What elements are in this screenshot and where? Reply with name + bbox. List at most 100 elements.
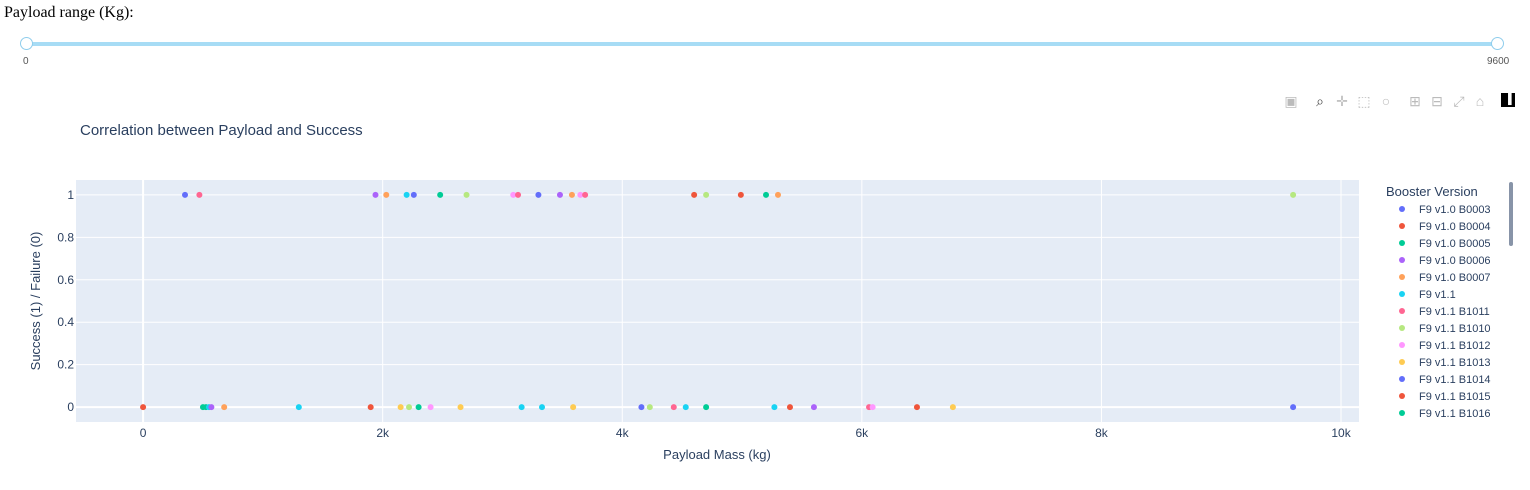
data-point[interactable] bbox=[196, 191, 203, 198]
y-tick-labels: 0 0.2 0.4 0.6 0.8 1 bbox=[57, 188, 74, 414]
data-point[interactable] bbox=[1290, 191, 1297, 198]
data-point[interactable] bbox=[568, 191, 575, 198]
data-point[interactable] bbox=[703, 404, 710, 411]
data-point[interactable] bbox=[457, 404, 464, 411]
legend-marker bbox=[1399, 257, 1405, 263]
legend-item[interactable]: F9 v1.1 bbox=[1399, 289, 1456, 301]
data-point[interactable] bbox=[463, 191, 470, 198]
data-point[interactable] bbox=[638, 404, 645, 411]
data-point[interactable] bbox=[208, 404, 215, 411]
data-point[interactable] bbox=[774, 191, 781, 198]
legend-title: Booster Version bbox=[1386, 184, 1478, 199]
data-point[interactable] bbox=[397, 404, 404, 411]
legend-item[interactable]: F9 v1.1 B1015 bbox=[1399, 391, 1491, 403]
legend-marker bbox=[1399, 308, 1405, 314]
x-tick-labels: 0 2k 4k 6k 8k 10k bbox=[140, 426, 1352, 440]
slider-rail[interactable] bbox=[26, 42, 1498, 46]
data-point[interactable] bbox=[810, 404, 817, 411]
legend-item[interactable]: F9 v1.1 B1011 bbox=[1399, 306, 1490, 318]
legend-item[interactable]: F9 v1.0 B0003 bbox=[1399, 204, 1491, 216]
autoscale-icon[interactable]: ⤢ bbox=[1453, 93, 1465, 109]
data-point[interactable] bbox=[763, 191, 770, 198]
slider-min-handle[interactable] bbox=[20, 37, 33, 50]
legend-item[interactable]: F9 v1.0 B0004 bbox=[1399, 221, 1491, 233]
x-tick-label: 4k bbox=[616, 426, 630, 440]
legend-marker bbox=[1399, 274, 1405, 280]
data-points bbox=[140, 191, 1297, 411]
zoom-out-icon[interactable]: ⊟ bbox=[1431, 93, 1443, 109]
data-point[interactable] bbox=[372, 191, 379, 198]
legend-marker bbox=[1399, 410, 1405, 416]
data-point[interactable] bbox=[140, 404, 147, 411]
data-point[interactable] bbox=[582, 191, 589, 198]
legend-label: F9 v1.1 bbox=[1419, 289, 1456, 301]
legend-marker bbox=[1399, 342, 1405, 348]
data-point[interactable] bbox=[182, 191, 189, 198]
data-point[interactable] bbox=[415, 404, 422, 411]
legend-scrollbar[interactable] bbox=[1509, 182, 1513, 246]
legend-item[interactable]: F9 v1.1 B1013 bbox=[1399, 357, 1491, 369]
zoom-in-icon[interactable]: ⊞ bbox=[1409, 93, 1421, 109]
lasso-icon[interactable]: ○ bbox=[1381, 93, 1391, 109]
legend-item[interactable]: F9 v1.1 B1010 bbox=[1399, 323, 1491, 335]
legend-item[interactable]: F9 v1.1 B1012 bbox=[1399, 340, 1491, 352]
data-point[interactable] bbox=[427, 404, 434, 411]
home-icon[interactable]: ⌂ bbox=[1475, 93, 1485, 109]
data-point[interactable] bbox=[691, 191, 698, 198]
data-point[interactable] bbox=[737, 191, 744, 198]
data-point[interactable] bbox=[771, 404, 778, 411]
data-point[interactable] bbox=[410, 191, 417, 198]
legend-item[interactable]: F9 v1.1 B1014 bbox=[1399, 374, 1491, 386]
data-point[interactable] bbox=[682, 404, 689, 411]
data-point[interactable] bbox=[437, 191, 444, 198]
legend-marker bbox=[1399, 206, 1405, 212]
data-point[interactable] bbox=[869, 404, 876, 411]
data-point[interactable] bbox=[406, 404, 413, 411]
data-point[interactable] bbox=[515, 191, 522, 198]
legend-item[interactable]: F9 v1.0 B0005 bbox=[1399, 238, 1491, 250]
legend-label: F9 v1.1 B1014 bbox=[1419, 374, 1491, 386]
y-axis-title: Success (1) / Failure (0) bbox=[28, 232, 43, 371]
data-point[interactable] bbox=[786, 404, 793, 411]
data-point[interactable] bbox=[539, 404, 546, 411]
camera-icon[interactable]: ▣ bbox=[1284, 93, 1298, 109]
data-point[interactable] bbox=[577, 191, 584, 198]
y-tick-label: 0 bbox=[67, 400, 74, 414]
data-point[interactable] bbox=[1290, 404, 1297, 411]
slider-max-handle[interactable] bbox=[1491, 37, 1504, 50]
legend-marker bbox=[1399, 240, 1405, 246]
x-tick-label: 2k bbox=[376, 426, 390, 440]
legend-item[interactable]: F9 v1.1 B1016 bbox=[1399, 408, 1491, 420]
data-point[interactable] bbox=[646, 404, 653, 411]
data-point[interactable] bbox=[518, 404, 525, 411]
data-point[interactable] bbox=[913, 404, 920, 411]
zoom-icon[interactable]: ⌕ bbox=[1316, 93, 1324, 109]
data-point[interactable] bbox=[221, 404, 228, 411]
data-point[interactable] bbox=[383, 191, 390, 198]
payload-range-slider[interactable] bbox=[20, 36, 1504, 52]
data-point[interactable] bbox=[949, 404, 956, 411]
data-point[interactable] bbox=[403, 191, 410, 198]
data-point[interactable] bbox=[510, 191, 517, 198]
legend-label: F9 v1.1 B1013 bbox=[1419, 357, 1491, 369]
data-point[interactable] bbox=[367, 404, 374, 411]
pan-icon[interactable]: ✛ bbox=[1336, 93, 1348, 109]
legend-item[interactable]: F9 v1.0 B0007 bbox=[1399, 272, 1491, 284]
data-point[interactable] bbox=[535, 191, 542, 198]
box-select-icon[interactable]: ⬚ bbox=[1357, 93, 1371, 109]
legend-item[interactable]: F9 v1.0 B0006 bbox=[1399, 255, 1491, 267]
legend-label: F9 v1.1 B1011 bbox=[1419, 306, 1490, 318]
legend-label: F9 v1.1 B1015 bbox=[1419, 391, 1491, 403]
x-axis-title: Payload Mass (kg) bbox=[663, 447, 771, 462]
legend-label: F9 v1.1 B1010 bbox=[1419, 323, 1491, 335]
data-point[interactable] bbox=[556, 191, 563, 198]
plot-area[interactable] bbox=[76, 180, 1359, 422]
legend-marker bbox=[1399, 376, 1405, 382]
plotly-logo-icon[interactable]: ▐ bbox=[1501, 93, 1515, 107]
chart-title: Correlation between Payload and Success bbox=[80, 122, 363, 139]
data-point[interactable] bbox=[670, 404, 677, 411]
x-tick-label: 6k bbox=[856, 426, 870, 440]
data-point[interactable] bbox=[570, 404, 577, 411]
data-point[interactable] bbox=[703, 191, 710, 198]
data-point[interactable] bbox=[295, 404, 302, 411]
